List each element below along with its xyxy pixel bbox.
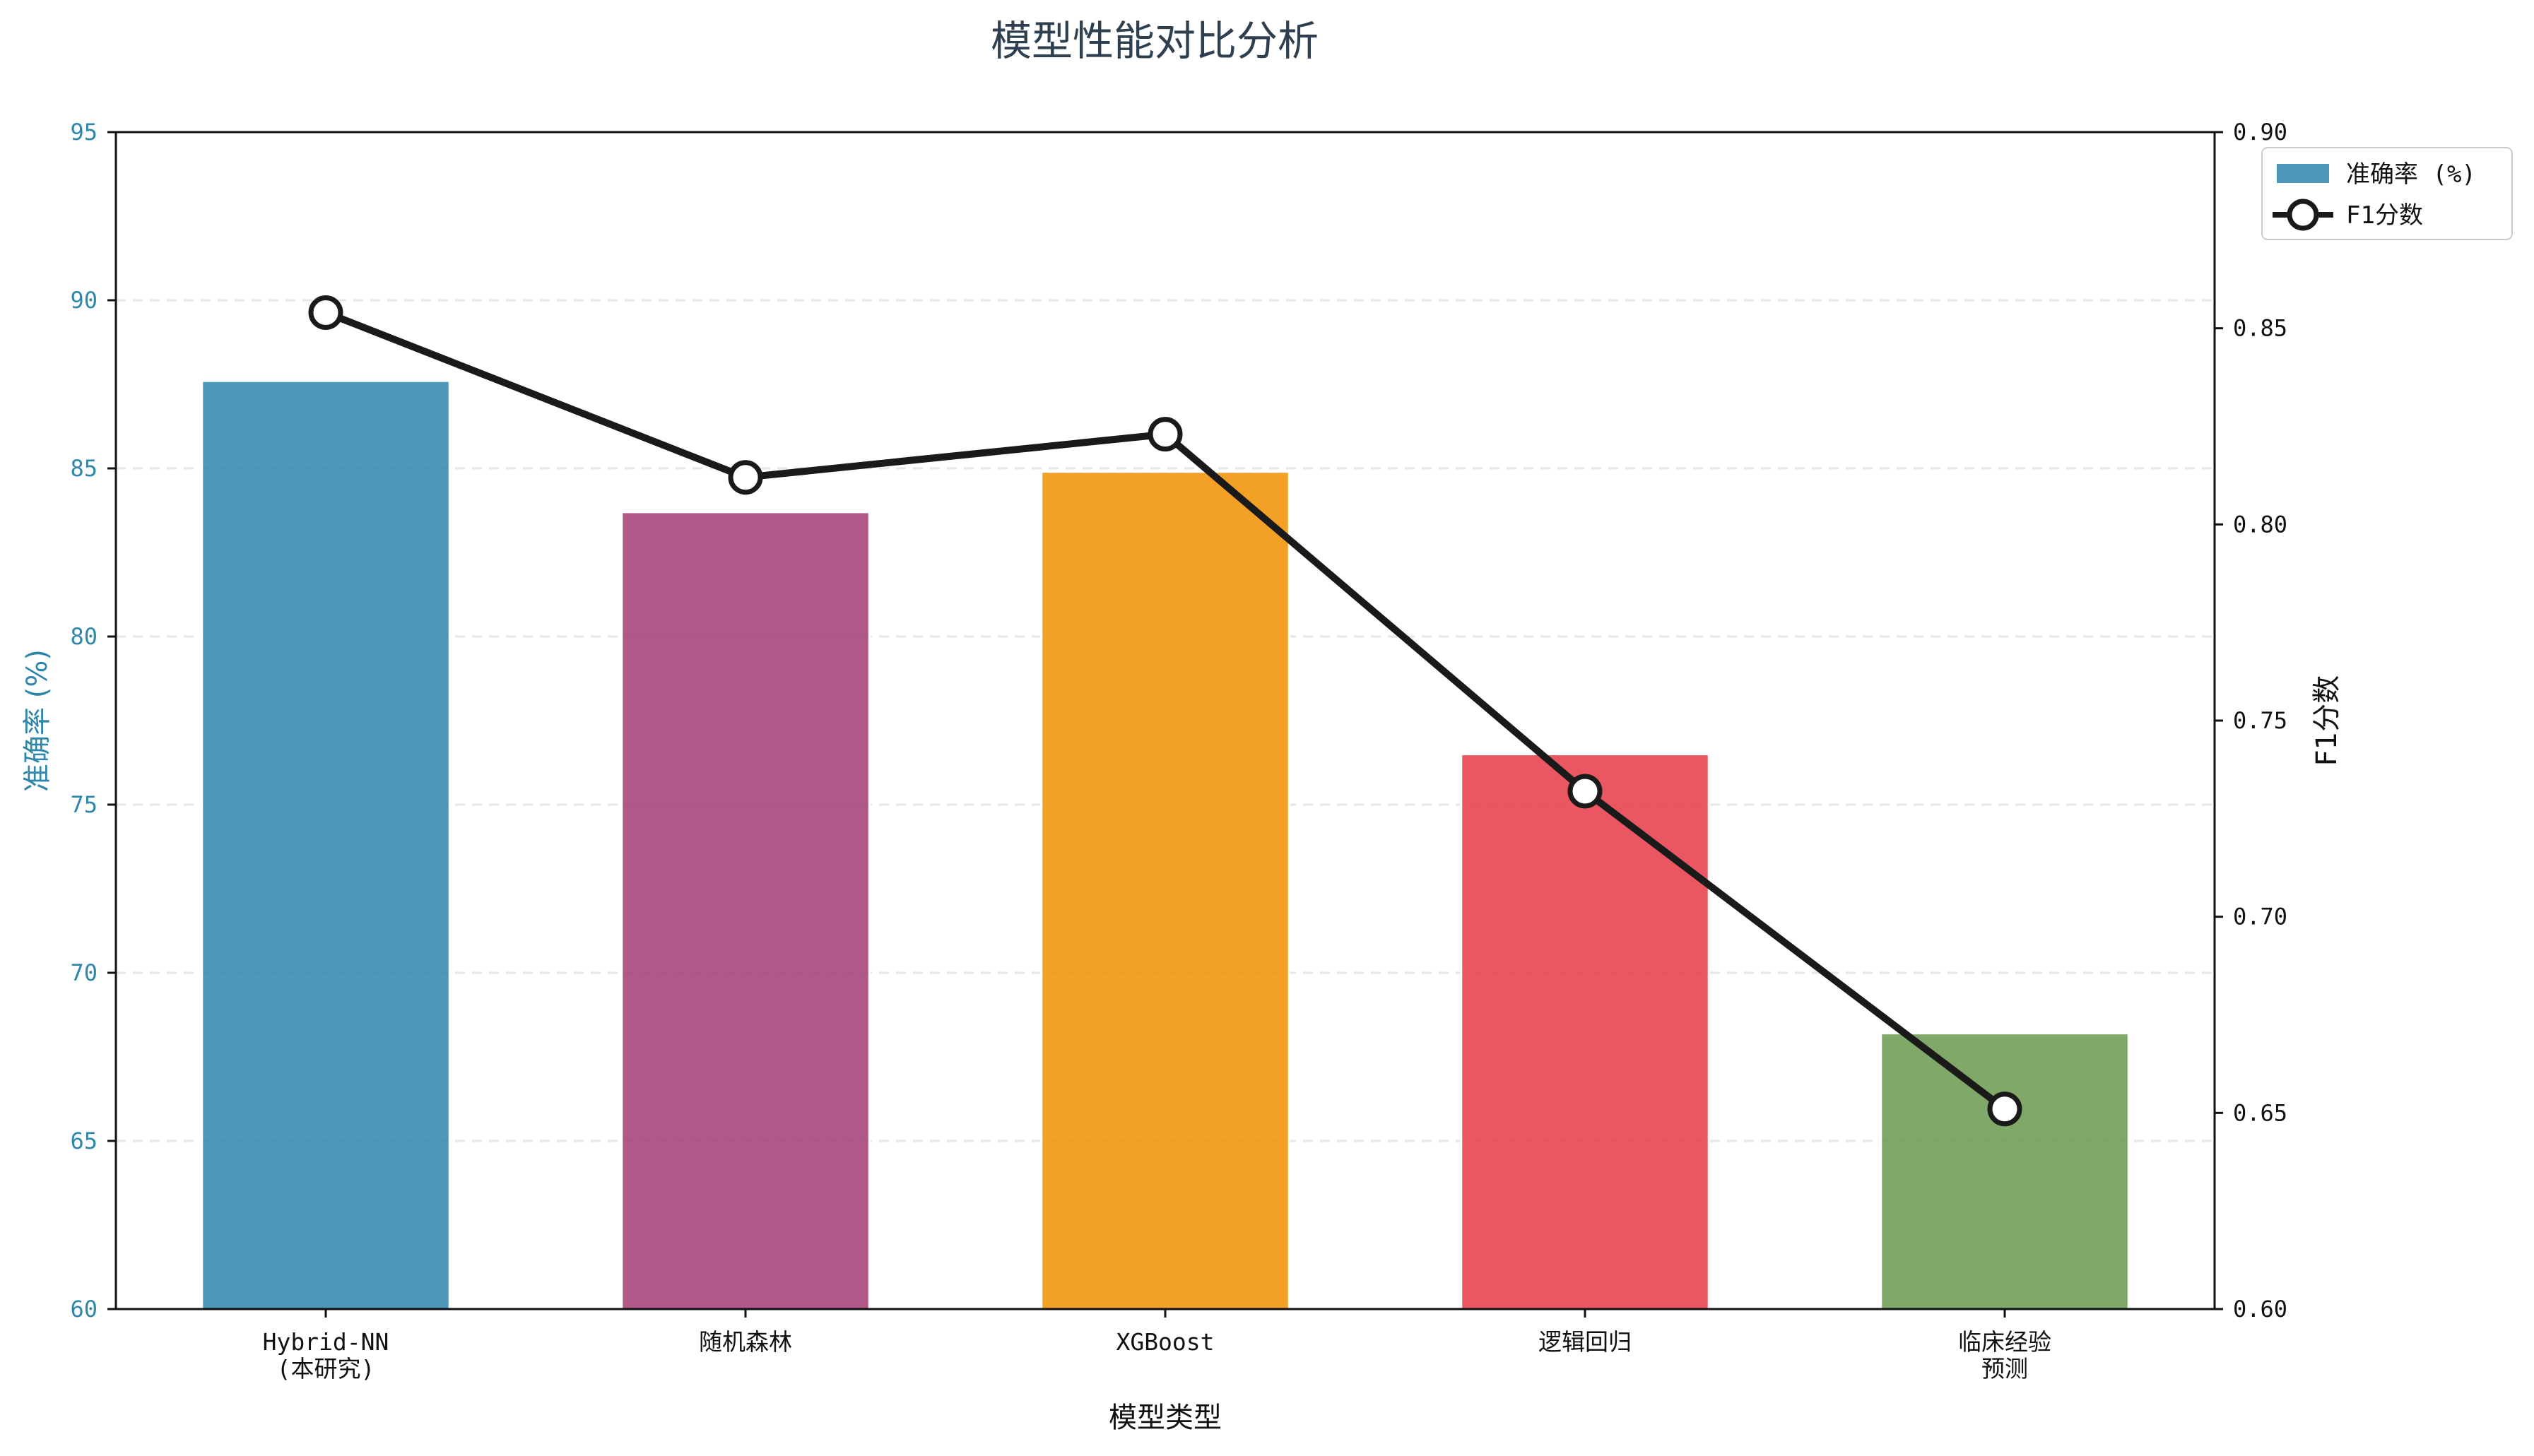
grid-lines: [116, 299, 2215, 1142]
left-tick-label: 90: [70, 287, 98, 314]
y-axis-label-right: F1分数: [2311, 675, 2343, 766]
right-tick-label: 0.90: [2233, 119, 2287, 146]
bar-accuracy: [620, 511, 871, 1310]
bar-accuracy: [1880, 1032, 2130, 1310]
legend: 准确率 (%) F1分数: [2261, 147, 2513, 240]
left-tick-label: 95: [70, 119, 98, 146]
f1-point: [1148, 417, 1183, 452]
category-label: 逻辑回归: [1538, 1328, 1632, 1356]
y-axis-label-left: 准确率 (%): [21, 649, 54, 792]
category-label: 临床经验预测: [1958, 1328, 2051, 1383]
chart-title: 模型性能对比分析: [991, 17, 1319, 65]
f1-line: [308, 295, 2022, 1127]
legend-f1-marker: [2287, 199, 2319, 231]
right-axis-ticks: 0.60 0.65 0.70 0.75 0.80 0.85 0.90: [2215, 119, 2287, 1322]
left-tick-label: 85: [70, 455, 98, 482]
left-tick-label: 60: [70, 1296, 98, 1322]
bar-accuracy: [1040, 470, 1290, 1310]
left-tick-label: 80: [70, 623, 98, 650]
bars: [201, 379, 2130, 1310]
x-axis-label: 模型类型: [1109, 1402, 1222, 1434]
right-tick-label: 0.75: [2233, 707, 2287, 734]
right-tick-label: 0.85: [2233, 315, 2287, 342]
right-tick-label: 0.65: [2233, 1099, 2287, 1126]
left-tick-label: 75: [70, 791, 98, 818]
category-label: XGBoost: [1116, 1328, 1214, 1356]
category-label: 随机森林: [699, 1328, 792, 1356]
right-tick-label: 0.80: [2233, 511, 2287, 538]
right-tick-label: 0.70: [2233, 904, 2287, 930]
left-axis-ticks: 60 65 70 75 80 85 90 95: [70, 119, 116, 1322]
f1-point: [1987, 1091, 2022, 1127]
f1-point: [308, 295, 343, 330]
f1-point: [1567, 774, 1603, 809]
category-label: Hybrid-NN (本研究): [263, 1328, 389, 1383]
bar-accuracy: [201, 379, 451, 1310]
legend-accuracy-swatch: [2277, 164, 2329, 183]
f1-point: [728, 460, 763, 495]
bar-accuracy: [1460, 753, 1710, 1310]
left-tick-label: 65: [70, 1127, 98, 1154]
right-tick-label: 0.60: [2233, 1296, 2287, 1322]
legend-f1-label: F1分数: [2346, 201, 2423, 230]
x-axis-ticks: Hybrid-NN (本研究) 随机森林 XGBoost 逻辑回归 临床经验预测: [263, 1309, 2051, 1383]
legend-accuracy-label: 准确率 (%): [2346, 160, 2476, 189]
left-tick-label: 70: [70, 959, 98, 986]
